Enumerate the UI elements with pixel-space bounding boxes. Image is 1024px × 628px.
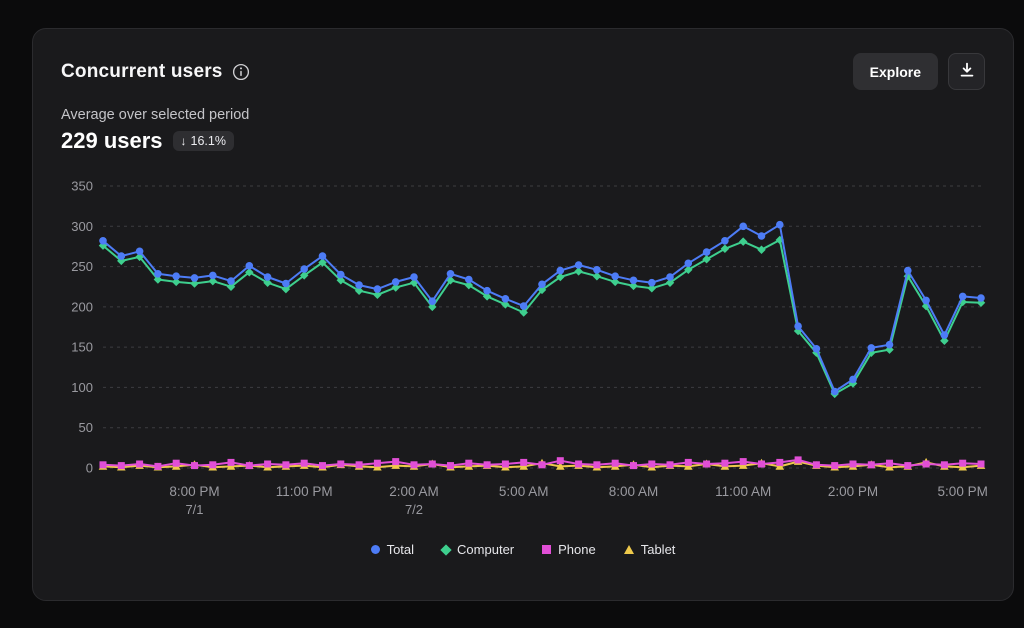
phone-square-icon xyxy=(542,545,552,554)
concurrent-users-chart: 0 50 100 150 200 250 300 350 8:00 PM 7/1 11:00 PM 2… xyxy=(61,166,987,534)
legend-label-total: Total xyxy=(386,542,415,557)
svg-text:150: 150 xyxy=(71,340,93,355)
summary-value-row: 229 users ↓ 16.1% xyxy=(61,128,985,154)
svg-text:8:00 AM: 8:00 AM xyxy=(609,484,659,499)
svg-text:50: 50 xyxy=(79,420,93,435)
svg-text:5:00 AM: 5:00 AM xyxy=(499,484,549,499)
info-icon[interactable] xyxy=(232,63,250,81)
download-icon xyxy=(959,62,975,81)
svg-text:100: 100 xyxy=(71,380,93,395)
chart-svg: 0 50 100 150 200 250 300 350 8:00 PM 7/1 11:00 PM 2… xyxy=(71,179,987,518)
svg-text:8:00 PM: 8:00 PM xyxy=(169,484,219,499)
svg-text:7/1: 7/1 xyxy=(185,502,203,517)
series-computer xyxy=(98,235,986,399)
svg-text:11:00 AM: 11:00 AM xyxy=(715,484,771,499)
svg-text:200: 200 xyxy=(71,299,93,314)
legend-item-tablet[interactable]: Tablet xyxy=(623,542,676,557)
summary-caption: Average over selected period xyxy=(61,107,250,123)
download-button[interactable] xyxy=(948,53,985,90)
svg-text:250: 250 xyxy=(71,259,93,274)
arrow-down-icon: ↓ xyxy=(180,134,187,148)
svg-text:2:00 AM: 2:00 AM xyxy=(389,484,439,499)
explore-button[interactable]: Explore xyxy=(852,53,938,90)
legend-item-phone[interactable]: Phone xyxy=(542,542,596,557)
page-title: Concurrent users xyxy=(61,60,223,82)
svg-text:350: 350 xyxy=(71,179,93,194)
svg-text:7/2: 7/2 xyxy=(405,502,423,517)
title-wrap: Concurrent users xyxy=(61,61,250,83)
svg-text:11:00 PM: 11:00 PM xyxy=(276,484,333,499)
delta-value: 16.1% xyxy=(190,134,226,148)
legend-item-computer[interactable]: Computer xyxy=(440,542,515,557)
svg-text:300: 300 xyxy=(71,219,93,234)
legend-label-phone: Phone xyxy=(558,542,596,557)
svg-text:0: 0 xyxy=(86,461,93,476)
tablet-triangle-icon xyxy=(623,545,634,554)
series-phone xyxy=(99,456,985,470)
svg-text:2:00 PM: 2:00 PM xyxy=(828,484,878,499)
computer-diamond-icon xyxy=(440,543,452,556)
card-header: Concurrent users Explore xyxy=(61,53,985,90)
series-total xyxy=(99,220,985,396)
svg-text:5:00 PM: 5:00 PM xyxy=(938,484,987,499)
legend-item-total[interactable]: Total xyxy=(370,542,415,557)
header-actions: Explore xyxy=(852,53,985,90)
legend-label-computer: Computer xyxy=(457,542,515,557)
total-circle-icon xyxy=(370,545,380,554)
summary-value: 229 users xyxy=(61,128,163,153)
delta-badge: ↓ 16.1% xyxy=(172,131,234,151)
legend-label-tablet: Tablet xyxy=(640,542,676,557)
concurrent-users-card: Concurrent users Explore xyxy=(32,28,1014,601)
chart-legend: Total Computer Phone Tablet xyxy=(61,542,985,557)
